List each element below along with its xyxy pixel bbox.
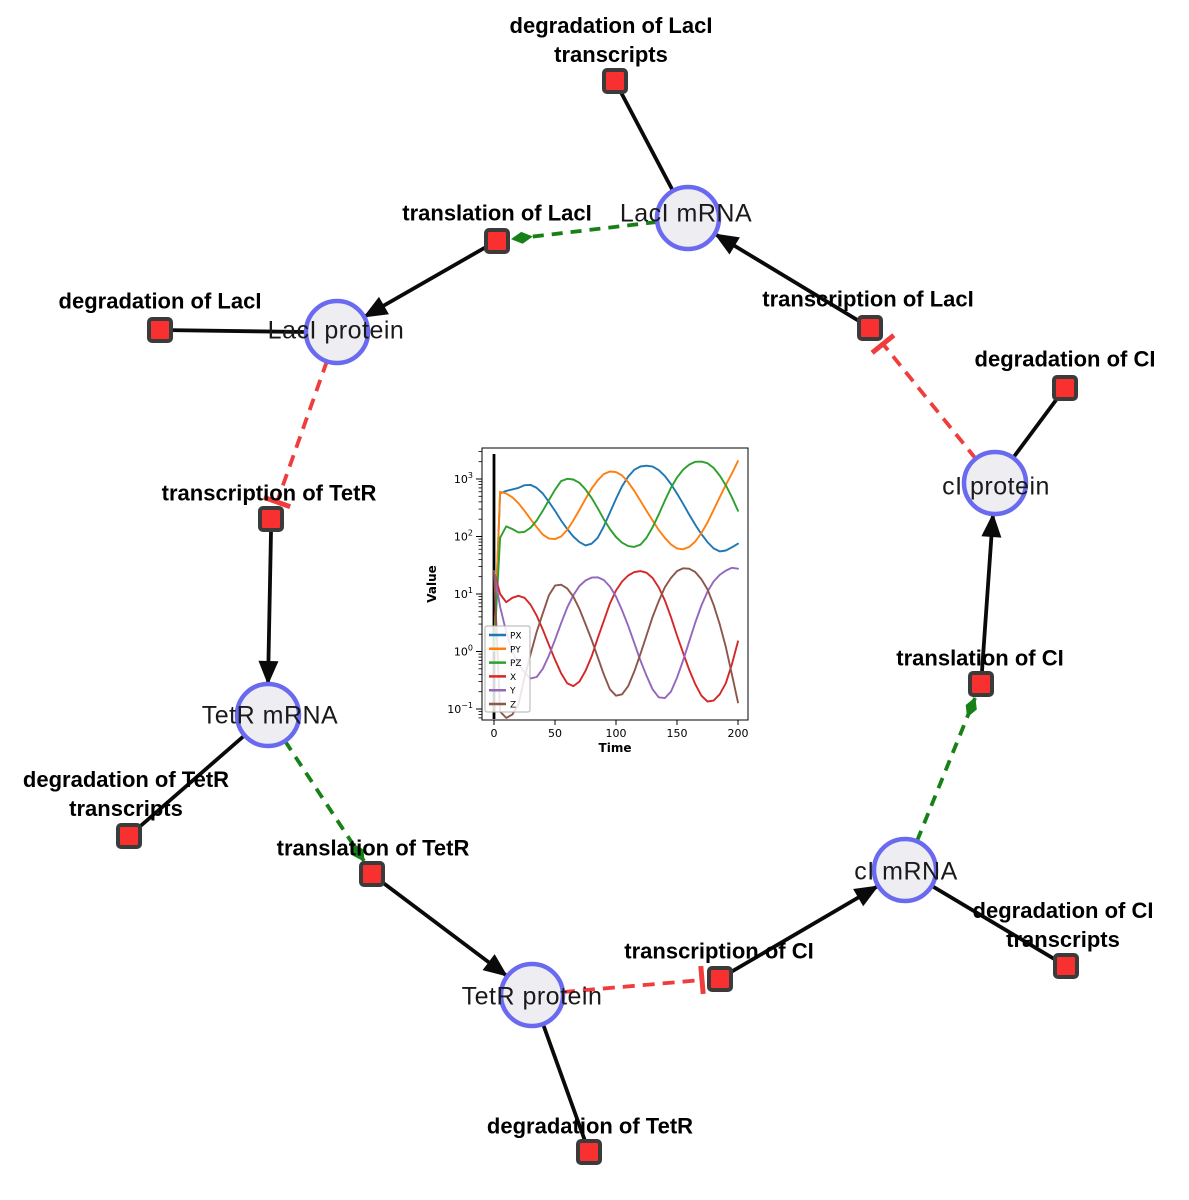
species-node-ci-mrna <box>871 836 939 904</box>
curves <box>493 460 739 719</box>
y-tick-label: 10−1 <box>447 701 473 716</box>
y-tick-exponent: 3 <box>468 471 473 480</box>
legend: PX PY PZ XYZ <box>484 625 531 713</box>
reaction-node-translation-of-laci <box>484 228 510 254</box>
edge-inhibition-ci-protein-to-transcription-of-laci <box>870 333 978 461</box>
y-tick-label: 103 <box>454 471 473 486</box>
series-line-PX <box>493 464 739 653</box>
reaction-node-degradation-of-laci <box>147 317 173 343</box>
y-tick-base: 10 <box>454 646 468 659</box>
y-tick-exponent: −1 <box>461 701 473 710</box>
y-tick-exponent: 1 <box>468 586 473 595</box>
edge-production-translation-of-tetr-to-tetr-protein <box>380 880 509 978</box>
y-tick-base: 10 <box>454 473 468 486</box>
reaction-node-degradation-of-ci-transcripts <box>1053 953 1079 979</box>
y-tick-label: 100 <box>454 644 473 659</box>
series-line-Z <box>493 567 739 719</box>
edge-translation-ci-mrna-to-translation-of-ci <box>915 697 977 842</box>
reaction-node-degradation-of-ci <box>1052 375 1078 401</box>
y-tick-label: 102 <box>454 529 473 544</box>
legend-label-Z: Z <box>510 701 516 711</box>
legend-label-X: X <box>510 673 516 683</box>
y-tick-exponent: 2 <box>468 529 473 538</box>
x-axis-label: Time <box>599 741 632 755</box>
x-tick-label: 200 <box>728 727 749 740</box>
edge-production-translation-of-ci-to-ci-protein <box>980 513 1002 672</box>
legend-label-PZ: PZ <box>510 659 522 669</box>
edge-translation-tetr-mrna-to-translation-of-tetr <box>283 739 366 863</box>
edge-inhibition-tetr-protein-to-transcription-of-ci <box>562 965 706 995</box>
y-tick-base: 10 <box>454 531 468 544</box>
x-tick-label: 50 <box>548 727 562 740</box>
reaction-node-degradation-of-tetr-transcripts <box>116 823 142 849</box>
legend-label-Y: Y <box>509 687 516 697</box>
reaction-node-degradation-of-tetr <box>576 1139 602 1165</box>
species-node-tetr-protein <box>498 961 566 1029</box>
reaction-node-transcription-of-ci <box>707 966 733 992</box>
edge-production-translation-of-laci-to-laci-protein <box>363 245 487 319</box>
x-tick-label: 100 <box>606 727 627 740</box>
x-tick-label: 150 <box>667 727 688 740</box>
y-tick-label: 101 <box>454 586 473 601</box>
legend-label-PY: PY <box>510 645 521 655</box>
species-node-tetr-mrna <box>234 681 302 749</box>
edge-layer <box>127 80 1067 1153</box>
series-line-PY <box>493 460 739 653</box>
x-tick-label: 0 <box>491 727 498 740</box>
y-tick-base: 10 <box>447 703 461 716</box>
reaction-node-translation-of-tetr <box>359 861 385 887</box>
inset-timeseries-chart: 0 50 100 150 20010310210110010−1TimeValuePXP… <box>425 430 770 760</box>
edge-production-transcription-of-laci-to-laci-mrna <box>714 232 860 323</box>
edge-consumption-degradation-of-ci-transcripts-to-ci-mrna <box>931 884 1067 968</box>
reaction-node-transcription-of-tetr <box>258 506 284 532</box>
reaction-node-transcription-of-laci <box>857 315 883 341</box>
edge-consumption-degradation-of-laci-transcripts-to-laci-mrna <box>613 80 675 192</box>
y-tick-exponent: 0 <box>468 644 473 653</box>
series-line-Y <box>493 566 739 700</box>
legend-box <box>484 625 531 713</box>
edge-production-transcription-of-ci-to-ci-mrna <box>730 884 879 974</box>
species-node-laci-protein <box>303 298 371 366</box>
node-layer <box>116 68 1079 1165</box>
species-node-ci-protein <box>961 449 1029 517</box>
y-axis-label: Value <box>425 565 439 603</box>
reaction-node-translation-of-ci <box>968 671 994 697</box>
edge-consumption-degradation-of-laci-to-laci-protein <box>159 328 307 334</box>
edge-inhibition-laci-protein-to-transcription-of-tetr <box>262 360 329 510</box>
edge-production-transcription-of-tetr-to-tetr-mrna <box>258 531 279 685</box>
series-line-X <box>493 570 739 703</box>
reaction-node-degradation-of-laci-transcripts <box>602 68 628 94</box>
edge-consumption-degradation-of-tetr-to-tetr-protein <box>541 1023 591 1153</box>
species-node-laci-mrna <box>654 184 722 252</box>
legend-label-PX: PX <box>510 632 522 642</box>
edge-translation-laci-mrna-to-translation-of-laci <box>511 220 658 244</box>
series-line-PZ <box>493 460 739 653</box>
edge-consumption-degradation-of-tetr-transcripts-to-tetr-mrna <box>127 733 247 838</box>
axes-frame <box>481 447 749 721</box>
y-tick-base: 10 <box>454 588 468 601</box>
